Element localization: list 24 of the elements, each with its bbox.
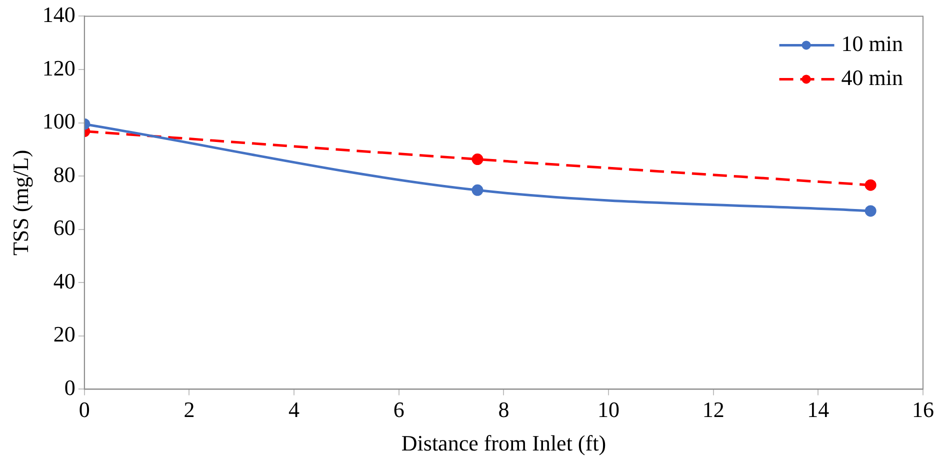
y-tick-label: 120: [42, 55, 76, 80]
point: [472, 184, 484, 196]
y-tick-label: 60: [53, 215, 76, 240]
y-tick-label: 80: [53, 162, 76, 187]
legend-label: 10 min: [841, 30, 904, 56]
point: [472, 154, 484, 166]
x-tick-label: 4: [288, 397, 300, 422]
y-tick-label: 40: [53, 268, 76, 294]
point: [864, 179, 876, 191]
x-tick-label: 2: [184, 397, 195, 422]
x-tick-label: 16: [912, 397, 934, 422]
x-tick-label: 6: [393, 397, 404, 422]
y-tick-label: 20: [53, 322, 76, 347]
legend-label: 40 min: [841, 64, 904, 90]
y-axis-title: TSS (mg/L): [8, 150, 33, 256]
x-tick-label: 14: [807, 397, 830, 422]
x-axis-title: Distance from Inlet (ft): [401, 430, 606, 456]
y-tick-label: 140: [42, 2, 76, 27]
y-tick-label: 0: [64, 374, 76, 400]
point: [864, 205, 876, 217]
x-tick-label: 8: [498, 397, 510, 422]
x-tick-label: 12: [702, 397, 724, 422]
x-tick-label: 10: [598, 397, 620, 422]
y-tick-label: 100: [42, 108, 76, 134]
